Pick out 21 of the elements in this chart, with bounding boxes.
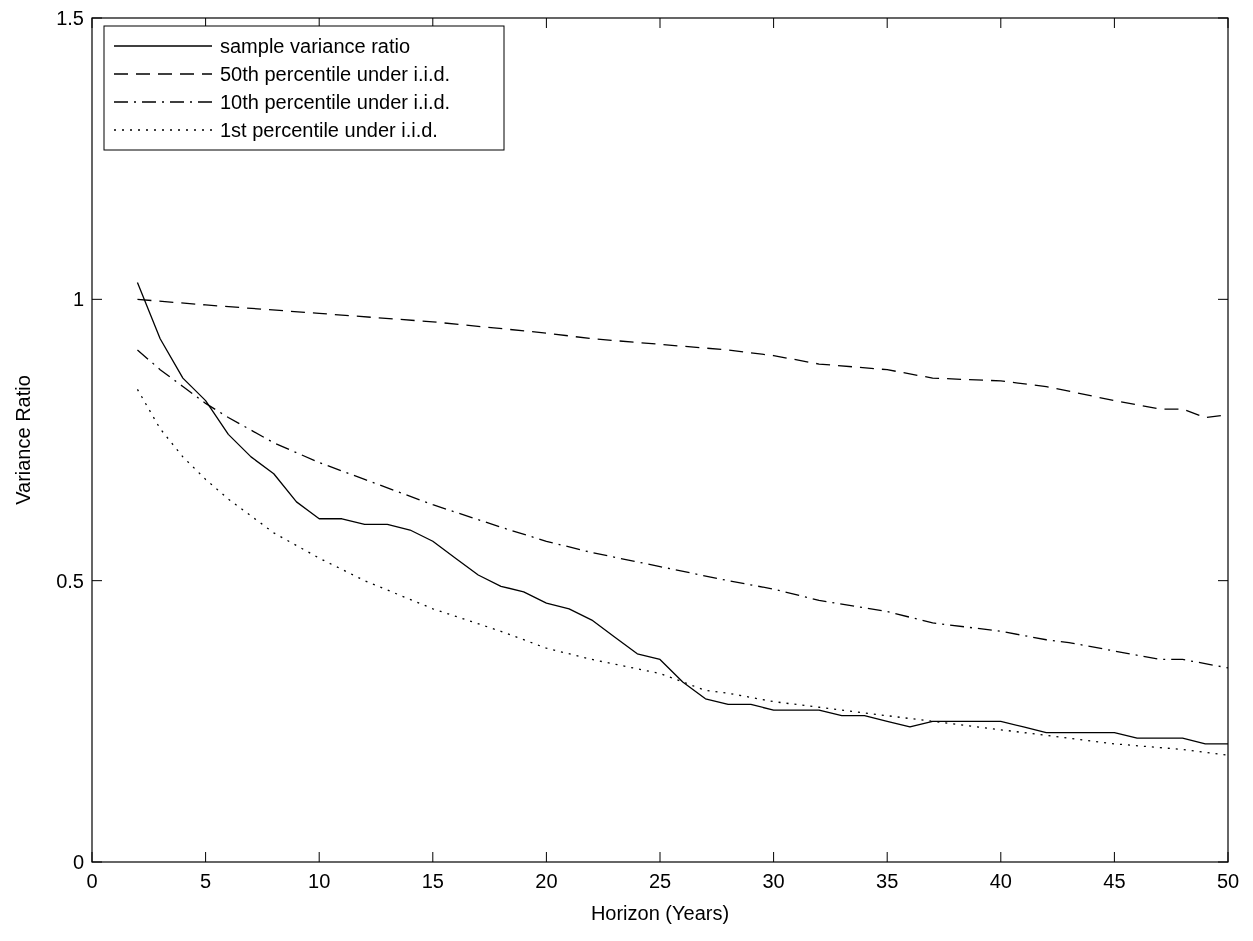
x-tick-label: 15 bbox=[421, 870, 444, 892]
x-tick-label: 20 bbox=[535, 870, 558, 892]
y-axis-title: Variance Ratio bbox=[12, 375, 34, 505]
y-tick-label: 0.5 bbox=[56, 569, 84, 592]
x-tick-label: 25 bbox=[648, 870, 672, 892]
x-tick-label: 50 bbox=[1216, 870, 1240, 892]
y-tick-label: 1.5 bbox=[56, 7, 84, 29]
y-tick-label: 1 bbox=[72, 288, 84, 311]
legend-label: sample variance ratio bbox=[220, 35, 411, 57]
x-tick-label: 35 bbox=[876, 870, 899, 892]
x-tick-label: 40 bbox=[989, 870, 1012, 892]
x-tick-label: 5 bbox=[200, 870, 212, 892]
x-tick-label: 30 bbox=[762, 870, 785, 892]
x-axis-title: Horizon (Years) bbox=[590, 902, 730, 924]
x-tick-label: 45 bbox=[1103, 870, 1126, 892]
legend-label: 1st percentile under i.i.d. bbox=[220, 119, 438, 141]
x-tick-label: 10 bbox=[308, 870, 331, 892]
x-tick-label: 0 bbox=[86, 870, 98, 892]
y-tick-label: 0 bbox=[72, 851, 84, 873]
legend-label: 50th percentile under i.i.d. bbox=[220, 63, 451, 85]
legend-label: 10th percentile under i.i.d. bbox=[220, 91, 451, 113]
